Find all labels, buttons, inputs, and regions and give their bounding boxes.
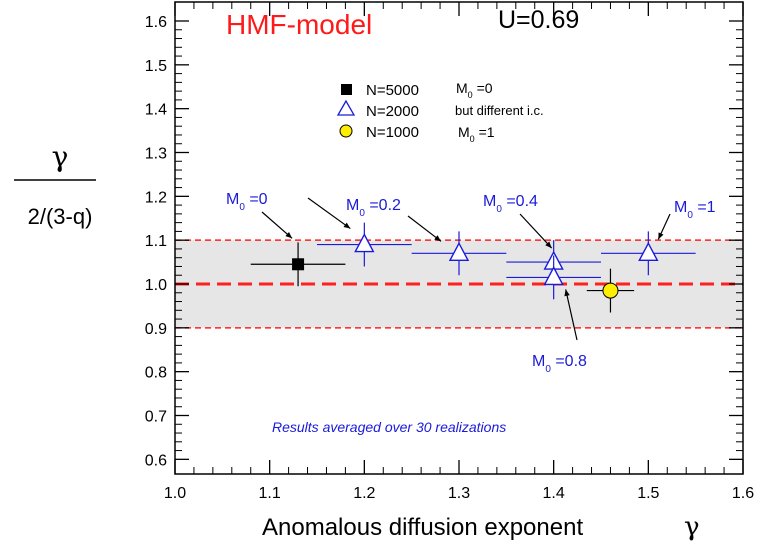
legend-triangle-icon <box>336 99 356 116</box>
y-tick-label: 0.8 <box>145 365 167 382</box>
tick-labels: 0.6 0.7 0.8 0.9 1.0 1.1 1.2 1.3 1.4 1.5 1.6 1.0 1.1 1… <box>145 14 754 502</box>
point-series-1-0 <box>354 233 375 253</box>
averaging-note: Results averaged over 30 realizations <box>272 419 506 435</box>
y-tick-label: 1.2 <box>145 189 167 206</box>
annotation-m0-0.2: M0 =0.2 <box>346 197 401 219</box>
x-tick-label: 1.6 <box>732 485 754 502</box>
y-tick-label: 0.7 <box>145 409 167 426</box>
legend-label-2: N=1000 <box>366 124 419 141</box>
axis-ticks <box>174 2 744 474</box>
legend: N=5000 M0 =0 N=2000 but different i.c. N… <box>336 80 544 144</box>
y-tick-label: 1.0 <box>145 277 167 294</box>
annotation-arrowhead-0 <box>285 231 293 239</box>
point-series-1-1 <box>448 241 470 262</box>
annotation-arrowhead-4 <box>658 232 664 240</box>
y-tick-label: 0.9 <box>145 321 167 338</box>
x-tick-label: 1.5 <box>637 485 659 502</box>
annotation-arrow-5 <box>565 289 578 341</box>
y-tick-label: 1.3 <box>145 146 167 163</box>
annotation-arrow-3 <box>519 213 553 249</box>
annotation-arrowhead-2 <box>434 235 441 242</box>
x-tick-label: 1.1 <box>259 485 281 502</box>
annotation-m0-1: M0 =1 <box>674 199 716 221</box>
legend-extra-0: M0 =0 <box>456 80 493 100</box>
point-series-0-0 <box>292 258 305 271</box>
legend-circle-icon <box>339 124 353 138</box>
legend-label-0: N=5000 <box>366 82 419 99</box>
plot-frame <box>174 1 744 475</box>
x-tick-label: 1.2 <box>353 485 375 502</box>
point-series-1-4 <box>638 241 659 262</box>
annotation-arrowhead-3 <box>545 241 552 249</box>
annotation-m0-0.8: M0 =0.8 <box>532 353 587 375</box>
param-label: U=0.69 <box>498 6 579 34</box>
annotation-arrow-1 <box>307 197 351 230</box>
point-series-1-3 <box>543 265 564 286</box>
ylabel-numerator: γ <box>52 140 69 173</box>
xlabel-symbol: γ <box>684 512 700 542</box>
annotation-arrows <box>261 197 671 341</box>
data-points <box>250 222 696 313</box>
x-tick-label: 1.4 <box>543 485 565 502</box>
legend-label-1: N=2000 <box>366 103 419 120</box>
ylabel-denominator: 2/(3-q) <box>28 204 93 229</box>
chart-title: HMF-model <box>226 9 372 40</box>
y-tick-label: 1.5 <box>145 58 167 75</box>
y-tick-label: 1.1 <box>145 233 167 250</box>
y-tick-label: 0.6 <box>145 452 167 469</box>
annotation-arrow-2 <box>407 215 442 242</box>
annotation-arrow-0 <box>261 211 293 239</box>
point-series-2-0 <box>602 282 619 299</box>
x-tick-label: 1.0 <box>164 485 186 502</box>
legend-square-icon <box>341 84 352 95</box>
annotation-arrowhead-1 <box>343 222 351 229</box>
y-tick-label: 1.4 <box>145 102 167 119</box>
annotation-arrowhead-5 <box>564 289 570 297</box>
y-tick-label: 1.6 <box>145 14 167 31</box>
legend-extra-2: M0 =1 <box>458 124 495 144</box>
annotation-m0-0.4: M0 =0.4 <box>483 193 538 215</box>
xlabel-text: Anomalous diffusion exponent <box>262 514 583 541</box>
legend-extra-1: but different i.c. <box>455 103 544 118</box>
annotation-m0-0: M0 =0 <box>226 191 268 213</box>
x-tick-label: 1.3 <box>448 485 470 502</box>
